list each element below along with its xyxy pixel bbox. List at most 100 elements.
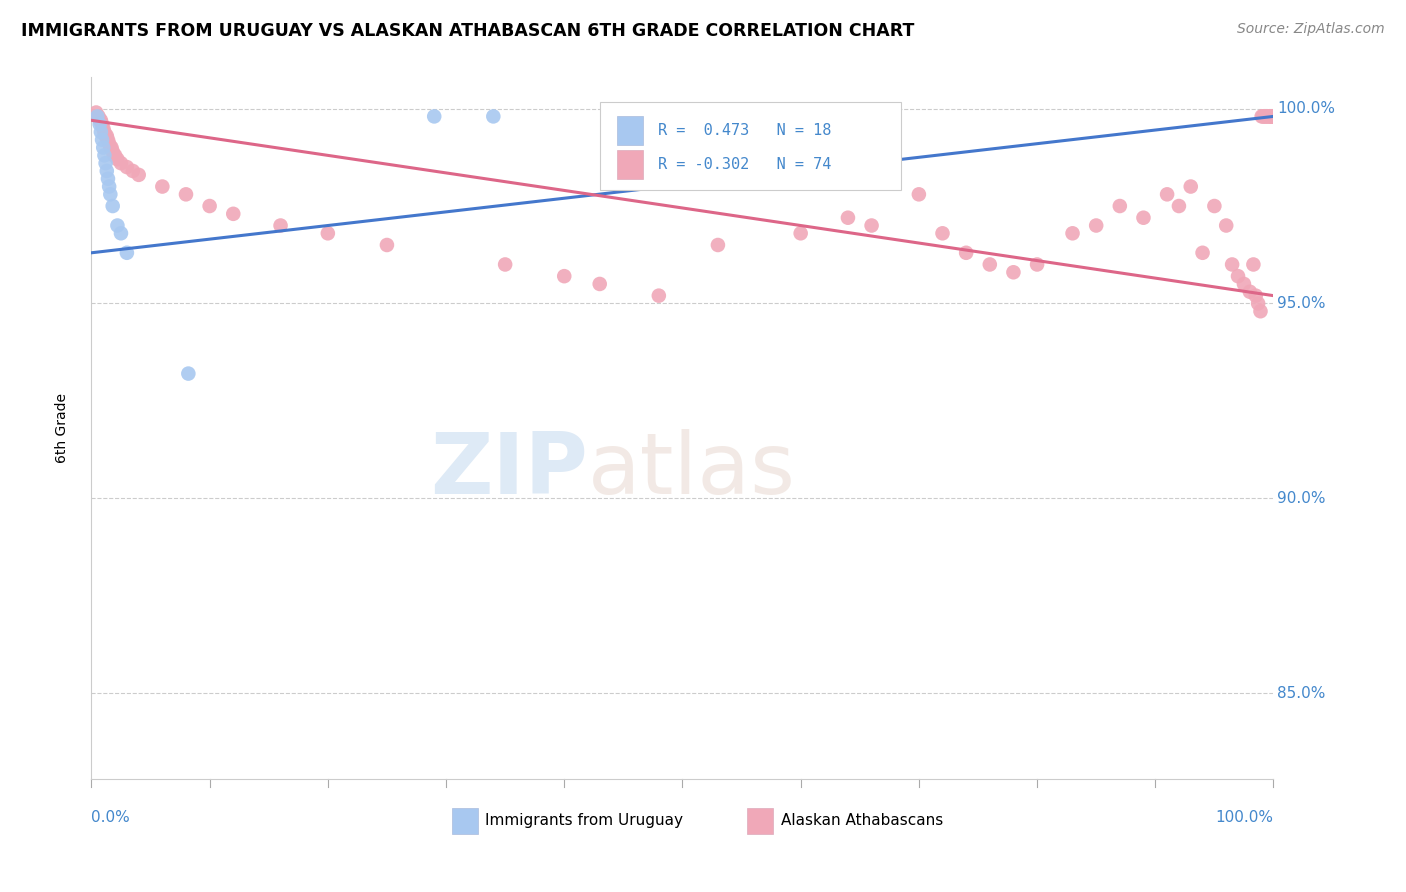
- Text: atlas: atlas: [588, 429, 796, 512]
- Point: [101, 145, 124, 159]
- Point: [1085, 219, 1108, 233]
- Point: [84, 105, 107, 120]
- FancyBboxPatch shape: [617, 150, 644, 179]
- Point: [1002, 265, 1025, 279]
- Text: 90.0%: 90.0%: [1277, 491, 1326, 506]
- Text: 100.0%: 100.0%: [1277, 101, 1336, 116]
- Point: [90, 113, 112, 128]
- Point: [98, 140, 121, 154]
- Point: [1108, 199, 1130, 213]
- FancyBboxPatch shape: [748, 808, 773, 833]
- Point: [1241, 257, 1264, 271]
- Point: [96, 128, 118, 143]
- Point: [1062, 227, 1084, 241]
- Point: [174, 187, 197, 202]
- Point: [553, 269, 575, 284]
- Text: 95.0%: 95.0%: [1277, 296, 1326, 311]
- Point: [837, 211, 859, 225]
- Point: [375, 238, 398, 252]
- Point: [789, 227, 811, 241]
- FancyBboxPatch shape: [617, 116, 644, 145]
- Text: 6th Grade: 6th Grade: [55, 393, 69, 463]
- Point: [316, 227, 339, 241]
- Text: Alaskan Athabascans: Alaskan Athabascans: [780, 814, 943, 829]
- Point: [1261, 109, 1284, 123]
- Point: [1251, 109, 1274, 123]
- Point: [91, 117, 114, 131]
- Point: [91, 133, 114, 147]
- Point: [1261, 109, 1284, 123]
- Point: [107, 219, 129, 233]
- Point: [1180, 179, 1202, 194]
- Point: [115, 160, 138, 174]
- Point: [98, 187, 121, 202]
- Point: [1227, 269, 1250, 284]
- Point: [91, 121, 114, 136]
- Point: [1247, 296, 1270, 310]
- Point: [103, 148, 125, 162]
- Point: [96, 164, 118, 178]
- Text: 0.0%: 0.0%: [91, 811, 131, 825]
- Point: [1254, 109, 1277, 123]
- Point: [1261, 109, 1284, 123]
- FancyBboxPatch shape: [600, 102, 901, 190]
- Text: ZIP: ZIP: [430, 429, 588, 512]
- Point: [908, 187, 931, 202]
- Point: [128, 168, 150, 182]
- Point: [1257, 109, 1279, 123]
- Point: [931, 227, 953, 241]
- Text: R = -0.302   N = 74: R = -0.302 N = 74: [658, 157, 831, 172]
- Point: [1257, 109, 1279, 123]
- Point: [1250, 304, 1272, 318]
- Point: [1132, 211, 1154, 225]
- Point: [1260, 109, 1282, 123]
- Point: [121, 164, 143, 178]
- Point: [1253, 109, 1275, 123]
- Point: [110, 156, 132, 170]
- Point: [198, 199, 221, 213]
- FancyBboxPatch shape: [451, 808, 478, 833]
- Point: [1233, 277, 1256, 291]
- Point: [93, 125, 115, 139]
- Point: [98, 136, 121, 151]
- Point: [1239, 285, 1261, 299]
- Point: [955, 245, 977, 260]
- Text: R =  0.473   N = 18: R = 0.473 N = 18: [658, 123, 831, 138]
- Point: [115, 245, 138, 260]
- Point: [1256, 109, 1278, 123]
- Point: [1215, 219, 1237, 233]
- Point: [1026, 257, 1049, 271]
- Point: [482, 109, 505, 123]
- Point: [86, 109, 108, 123]
- Point: [100, 140, 122, 154]
- Point: [101, 199, 124, 213]
- Point: [222, 207, 245, 221]
- Point: [1250, 109, 1272, 123]
- Point: [1261, 109, 1284, 123]
- Point: [90, 125, 112, 139]
- Point: [93, 148, 115, 162]
- Point: [107, 153, 129, 167]
- Point: [97, 171, 120, 186]
- Point: [97, 133, 120, 147]
- Point: [1261, 109, 1284, 123]
- Point: [979, 257, 1001, 271]
- Point: [150, 179, 173, 194]
- Point: [1204, 199, 1226, 213]
- Point: [177, 367, 200, 381]
- Text: 100.0%: 100.0%: [1216, 811, 1274, 825]
- Point: [494, 257, 516, 271]
- Point: [89, 117, 111, 131]
- Point: [423, 109, 446, 123]
- Point: [87, 109, 110, 123]
- Point: [648, 288, 671, 302]
- Point: [1167, 199, 1189, 213]
- Text: Source: ZipAtlas.com: Source: ZipAtlas.com: [1237, 22, 1385, 37]
- Point: [89, 113, 111, 128]
- Point: [91, 140, 114, 154]
- Point: [98, 179, 121, 194]
- Point: [94, 156, 117, 170]
- Point: [1191, 245, 1213, 260]
- Text: 85.0%: 85.0%: [1277, 686, 1326, 700]
- Point: [707, 238, 730, 252]
